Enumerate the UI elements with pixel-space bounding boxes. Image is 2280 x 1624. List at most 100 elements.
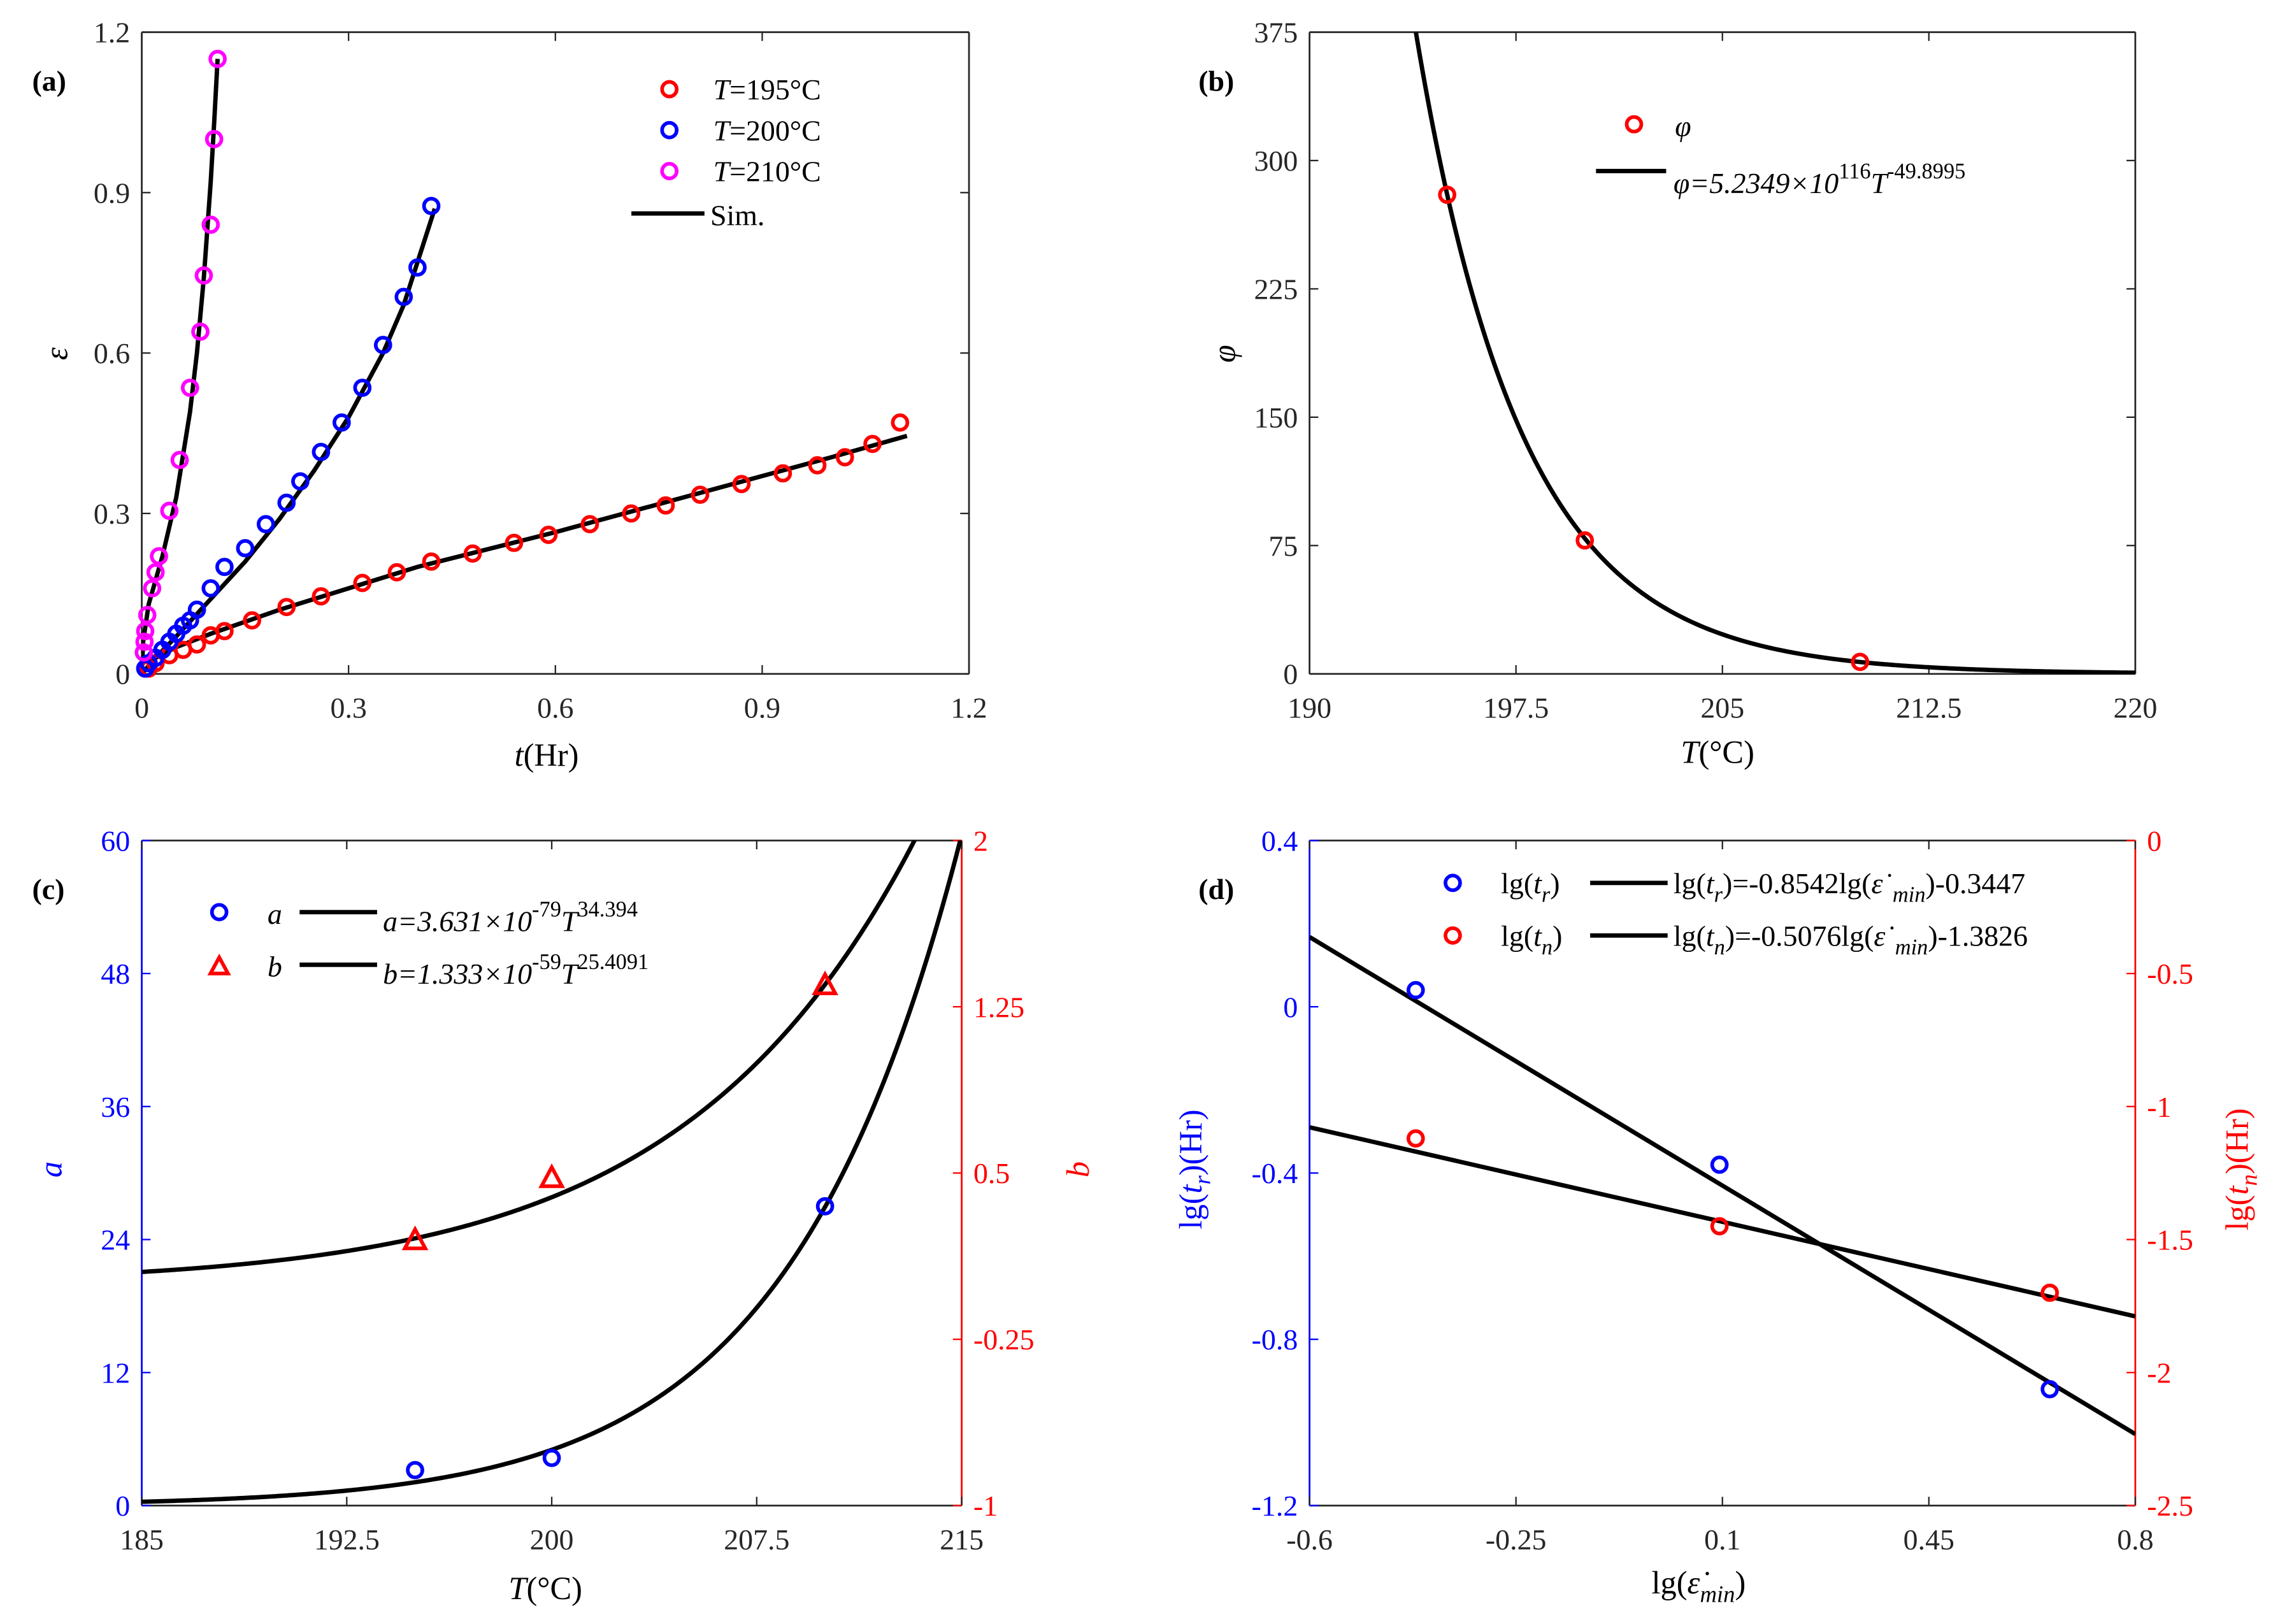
x-tick-label: 0 xyxy=(134,692,149,724)
legend-marker-195 xyxy=(660,80,679,99)
fit-curve-b xyxy=(141,840,917,1274)
legend-label-tr: lg(tr) xyxy=(1501,867,1559,907)
y-tick-label-left: 375 xyxy=(1254,17,1298,49)
data-point-195 xyxy=(835,448,854,467)
fit-line-lg(tr) xyxy=(1309,935,2135,1436)
y-tick-label-left: 0 xyxy=(115,658,130,691)
x-tick-label: 200 xyxy=(530,1523,574,1556)
data-point-195 xyxy=(312,587,331,606)
plot-a: 0 0.3 0.6 0.9 1.2 0 0.3 0.6 0.9 1.2 xyxy=(94,17,987,724)
legend-label-a: a xyxy=(268,898,282,930)
legend-label-200: T=200°C xyxy=(713,114,821,147)
y-tick-label-right: -1 xyxy=(2147,1091,2171,1123)
y-tick-label-left: 0.6 xyxy=(94,337,130,370)
legend-label-fit-b-c: b=1.333×10-59T25.4091 xyxy=(383,950,649,990)
x-tick-label: 190 xyxy=(1287,692,1331,724)
legend-marker-tn xyxy=(1444,926,1462,945)
x-tick-label: 192.5 xyxy=(314,1523,380,1556)
y-tick-label-left: 0.4 xyxy=(1261,824,1298,857)
y-tick-label-right: -2.5 xyxy=(2147,1490,2193,1522)
panel-label-a: (a) xyxy=(32,64,66,97)
x-tick-label: 0.9 xyxy=(744,692,780,724)
legend-label-195: T=195°C xyxy=(713,73,821,106)
legend-a: T=195°C T=200°C T=210°C Sim. xyxy=(631,73,821,231)
x-tick-label: 197.5 xyxy=(1483,692,1549,724)
data-point-a xyxy=(542,1448,561,1467)
legend-label-fit-tr: lg(tr)=-0.8542lg(ε˙min)-0.3447 xyxy=(1674,867,2025,907)
plot-c: 185 192.5 200 207.5 215 0 12 24 36 48 60 -1 -0.25 0.5… xyxy=(101,824,1034,1556)
y-tick-label-left: 75 xyxy=(1268,529,1298,562)
data-point-195 xyxy=(622,504,641,523)
fit-curve-phi xyxy=(1414,32,2135,674)
panel-label-b: (b) xyxy=(1198,64,1234,97)
x-tick-label: -0.25 xyxy=(1486,1523,1547,1556)
data-point-200 xyxy=(256,515,275,534)
y-tick-label-left: -0.8 xyxy=(1252,1323,1298,1356)
legend-label-fit-a: a=3.631×10-79T34.394 xyxy=(383,898,638,938)
data-point-210 xyxy=(194,266,213,285)
data-point-195 xyxy=(387,563,406,582)
x-tick-label: 0.3 xyxy=(331,692,367,724)
data-point-195 xyxy=(580,515,599,534)
data-point-200 xyxy=(187,600,206,619)
y-tick-label-left: 150 xyxy=(1254,401,1298,434)
y-axis-label-left-c: a xyxy=(32,1161,68,1177)
legend-label-phi: φ xyxy=(1675,110,1691,142)
x-tick-label: 220 xyxy=(2113,692,2157,724)
y-tick-label-left: 12 xyxy=(101,1356,130,1389)
x-tick-label: 0.8 xyxy=(2117,1523,2153,1556)
data-point-195 xyxy=(353,573,372,593)
data-point-lg(tn) xyxy=(1710,1217,1729,1236)
y-tick-label-left: 36 xyxy=(101,1091,130,1123)
data-point-lg(tr) xyxy=(1710,1155,1729,1174)
data-point-phi xyxy=(1438,185,1457,205)
legend-marker-200 xyxy=(660,120,679,140)
data-point-200 xyxy=(422,196,441,215)
data-point-195 xyxy=(539,526,558,544)
data-point-195 xyxy=(505,533,524,552)
data-point-210 xyxy=(191,322,210,341)
data-point-200 xyxy=(215,557,234,577)
x-tick-label: -0.6 xyxy=(1286,1523,1333,1556)
y-axis-label-right-c: b xyxy=(1060,1161,1096,1177)
data-point-210 xyxy=(201,215,220,234)
x-tick-label: 205 xyxy=(1700,692,1744,724)
data-point-210 xyxy=(170,450,189,470)
x-tick-label: 0.6 xyxy=(537,692,573,724)
data-point-phi xyxy=(1851,652,1870,672)
y-tick-label-right: 0 xyxy=(2147,824,2162,857)
data-point-200 xyxy=(312,443,331,461)
legend-label-b: b xyxy=(268,951,282,983)
data-point-b xyxy=(538,1163,565,1188)
y-tick-label-left: 1.2 xyxy=(94,17,130,49)
panel-label-d: (d) xyxy=(1198,873,1234,905)
y-axis-label-a: ε xyxy=(39,347,75,360)
data-point-195 xyxy=(187,635,206,654)
data-point-200 xyxy=(277,493,296,512)
y-tick-label-left: -0.4 xyxy=(1252,1157,1298,1189)
x-tick-label: 0.45 xyxy=(1904,1523,1954,1556)
legend-c: a a=3.631×10-79T34.394 b b=1.333×10-59T2… xyxy=(207,898,649,990)
data-point-210 xyxy=(135,632,154,651)
data-point-210 xyxy=(180,378,199,398)
panel-label-c: (c) xyxy=(32,873,64,905)
data-point-a xyxy=(815,1197,835,1216)
data-point-phi xyxy=(1575,531,1595,550)
data-point-195 xyxy=(243,611,262,630)
y-tick-label-left: 60 xyxy=(101,824,130,857)
legend-label-fit-tn: lg(tn)=-0.5076lg(ε˙min)-1.3826 xyxy=(1674,919,2028,959)
plot-b: 190 197.5 205 212.5 220 0 75 150 225 300 375 xyxy=(1254,17,2157,724)
x-tick-label: 0.1 xyxy=(1704,1523,1740,1556)
sim-curve-2 xyxy=(141,59,220,674)
data-point-195 xyxy=(277,598,296,617)
y-tick-label-left: 0 xyxy=(1283,991,1298,1023)
x-axis-label-c: T(°C) xyxy=(508,1570,582,1606)
data-point-195 xyxy=(808,456,827,475)
data-point-200 xyxy=(236,539,255,557)
x-tick-label: 1.2 xyxy=(950,692,987,724)
legend-marker-210 xyxy=(660,162,679,180)
data-point-210 xyxy=(160,501,179,521)
data-point-lg(tr) xyxy=(1406,981,1425,1000)
data-point-195 xyxy=(863,435,882,454)
data-point-210 xyxy=(146,563,165,582)
